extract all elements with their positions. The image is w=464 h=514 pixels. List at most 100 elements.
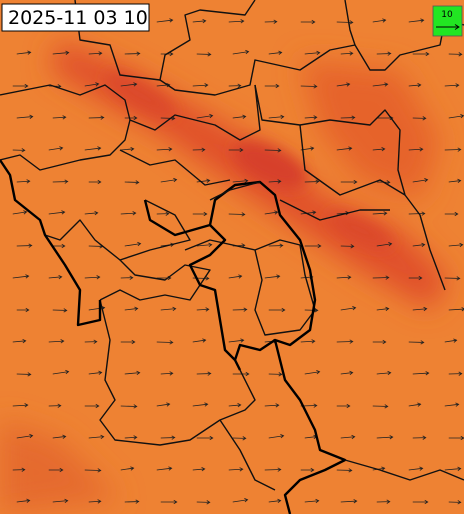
wind-arrow	[196, 52, 212, 57]
wind-arrow	[124, 435, 138, 440]
wind-arrow	[52, 369, 70, 375]
wind-arrow	[304, 498, 320, 504]
wind-arrow	[268, 498, 282, 504]
legend-arrow	[436, 24, 460, 30]
wind-arrow	[264, 403, 280, 408]
wind-arrow	[264, 467, 282, 472]
wind-arrow	[264, 83, 280, 89]
wind-arrow	[192, 338, 207, 343]
wind-arrow	[268, 434, 285, 439]
wind-arrow	[228, 147, 244, 153]
wind-arrow	[340, 434, 356, 440]
wind-arrow	[376, 306, 390, 312]
wind-arrow	[372, 339, 387, 345]
wind-arrow	[232, 436, 247, 441]
wind-arrow	[340, 115, 356, 120]
wind-arrow	[268, 179, 282, 184]
wind-arrow	[52, 115, 67, 120]
wind-arrow	[196, 435, 214, 441]
wind-arrow	[376, 242, 393, 247]
legend-label: 10	[441, 10, 453, 20]
wind-arrow	[12, 148, 26, 153]
wind-arrow	[52, 50, 70, 55]
wind-arrow	[16, 114, 34, 119]
region-border	[299, 124, 406, 196]
wind-arrow	[52, 243, 66, 249]
wind-arrow	[448, 242, 464, 248]
region-border	[119, 149, 231, 186]
legend-arrow-head	[454, 24, 460, 30]
wind-arrow	[52, 308, 68, 313]
wind-arrows	[12, 18, 464, 505]
wind-arrow	[372, 18, 387, 23]
wind-arrow	[196, 242, 213, 248]
wind-arrow	[120, 339, 136, 345]
region-border	[344, 0, 356, 46]
wind-arrow	[196, 307, 210, 312]
wind-arrow	[268, 372, 283, 377]
wind-arrow	[408, 340, 425, 345]
wind-arrow	[196, 500, 211, 505]
wind-arrow	[340, 370, 354, 376]
wind-arrow	[156, 18, 174, 23]
wind-arrow	[304, 115, 318, 120]
wind-arrow	[124, 115, 138, 121]
wind-arrow	[268, 243, 284, 248]
wind-arrow	[16, 50, 32, 55]
region-border	[279, 199, 390, 221]
wind-arrow	[120, 211, 137, 216]
wind-arrow	[156, 211, 170, 216]
wind-arrow	[84, 403, 100, 409]
wind-arrow	[408, 147, 424, 152]
wind-arrow	[372, 275, 390, 280]
wind-arrow	[120, 466, 135, 471]
wind-arrow	[84, 82, 100, 87]
wind-arrow	[448, 371, 463, 376]
wind-arrow	[408, 18, 425, 23]
wind-arrow	[160, 306, 177, 312]
wind-arrow	[196, 113, 214, 119]
wind-arrow	[88, 499, 102, 504]
wind-arrow	[412, 306, 428, 312]
wind-arrow	[12, 467, 26, 472]
wind-arrow	[160, 435, 176, 440]
wind-arrow	[12, 403, 29, 408]
wind-arrow	[192, 211, 208, 217]
wind-arrow	[196, 178, 211, 183]
wind-arrow	[336, 82, 351, 87]
wind-arrow	[376, 435, 394, 440]
wind-arrow	[48, 146, 64, 151]
wind-arrow	[88, 434, 105, 440]
wind-arrow	[160, 499, 178, 505]
region-border	[344, 459, 464, 481]
wind-arrow	[16, 433, 34, 439]
wind-arrow	[232, 114, 247, 119]
wind-arrow	[408, 275, 423, 281]
wind-arrow	[444, 338, 458, 343]
wind-arrow	[336, 20, 354, 25]
wind-arrow	[156, 402, 171, 407]
wind-arrow	[88, 115, 105, 120]
wind-arrow	[192, 83, 209, 88]
wind-arrow	[156, 340, 174, 345]
wind-arrow	[444, 276, 461, 281]
region-border	[254, 84, 446, 291]
wind-arrow	[300, 84, 318, 89]
wind-arrow	[156, 466, 173, 471]
wind-arrow	[16, 498, 31, 503]
region-border	[74, 0, 256, 81]
wind-arrow	[268, 114, 285, 120]
wind-arrow	[340, 179, 358, 185]
timestamp: 2025-11 03 10	[8, 7, 148, 29]
wind-arrow	[16, 372, 32, 377]
wind-arrow	[336, 403, 351, 409]
wind-arrow	[304, 179, 320, 184]
wind-arrow	[16, 243, 33, 248]
region-border	[159, 19, 464, 96]
wind-arrow	[444, 211, 459, 217]
wind-arrow	[124, 180, 140, 185]
wind-arrow	[412, 51, 430, 57]
wind-arrow	[228, 403, 242, 408]
wind-core	[104, 72, 393, 249]
